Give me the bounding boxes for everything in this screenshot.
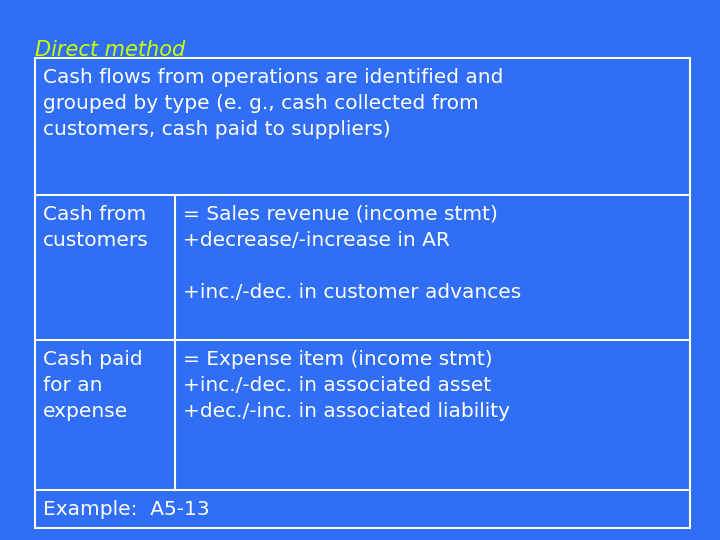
Text: +dec./-inc. in associated liability: +dec./-inc. in associated liability (183, 402, 510, 421)
Text: = Sales revenue (income stmt): = Sales revenue (income stmt) (183, 205, 498, 224)
Text: +inc./-dec. in customer advances: +inc./-dec. in customer advances (183, 283, 521, 302)
Text: +decrease/-increase in AR: +decrease/-increase in AR (183, 231, 450, 250)
Text: Example:  A5-13: Example: A5-13 (43, 500, 210, 519)
Text: +inc./-dec. in associated asset: +inc./-dec. in associated asset (183, 376, 491, 395)
Text: expense: expense (43, 402, 128, 421)
Text: Direct method: Direct method (35, 40, 185, 60)
Text: customers, cash paid to suppliers): customers, cash paid to suppliers) (43, 120, 391, 139)
Text: grouped by type (e. g., cash collected from: grouped by type (e. g., cash collected f… (43, 94, 479, 113)
Text: customers: customers (43, 231, 149, 250)
Text: for an: for an (43, 376, 102, 395)
Bar (35, 58, 690, 528)
Text: Cash flows from operations are identified and: Cash flows from operations are identifie… (43, 68, 503, 87)
Text: Cash from: Cash from (43, 205, 146, 224)
Text: Cash paid: Cash paid (43, 350, 143, 369)
Text: = Expense item (income stmt): = Expense item (income stmt) (183, 350, 492, 369)
